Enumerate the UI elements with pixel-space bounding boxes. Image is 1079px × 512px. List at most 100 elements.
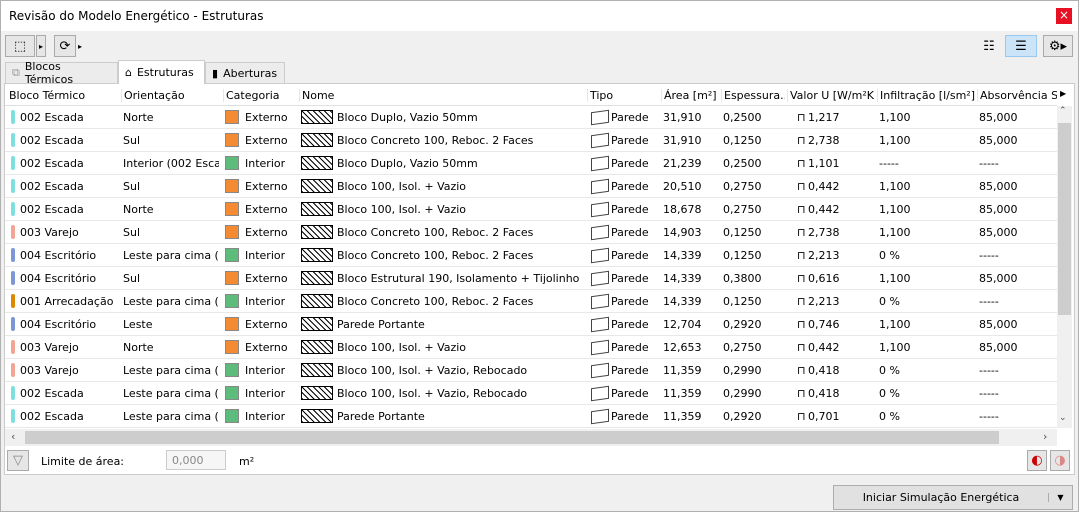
structure-name: Parede Portante [337,318,425,331]
column-header[interactable]: Orientação [121,89,221,102]
house-icon: ⌂ [125,66,132,79]
orientation: Norte [123,203,154,216]
filter-button[interactable]: ▽ [7,450,29,471]
category: Externo [245,180,288,193]
tab-aberturas[interactable]: ▮ Aberturas [205,62,285,83]
structure-name: Bloco Estrutural 190, Isolamento + Tijol… [337,272,580,285]
area-limit-input[interactable]: 0,000 [166,450,226,470]
infiltration: 1,100 [879,203,911,216]
absorptance: 85,000 [979,272,1018,285]
refresh-icon: ⟳ [59,38,71,54]
absorptance: 85,000 [979,341,1018,354]
structure-pattern-icon [301,386,333,400]
chevron-down-icon[interactable]: ▼ [1048,493,1072,502]
table-row[interactable]: 002 Escada Norte Externo Bloco Duplo, Vazio… [5,106,1057,129]
refresh-button[interactable]: ⟳ [54,35,76,57]
structure-pattern-icon [301,225,333,239]
scroll-down-button[interactable]: ⌄ [1059,413,1067,423]
category-color-swatch [225,340,239,354]
block-name: 004 Escritório [20,318,97,331]
orientation: Leste para cima (... [123,364,219,377]
more-columns-icon[interactable]: ▶ [1060,89,1067,98]
u-value: 0,442 [808,180,840,193]
thickness: 0,2920 [723,410,762,423]
block-color-marker [11,340,15,354]
table-row[interactable]: 003 Varejo Norte Externo Bloco 100, Isol. +… [5,336,1057,359]
column-header[interactable]: Categoria [223,89,297,102]
remove-from-simulation-button[interactable]: ◑ [1050,450,1070,471]
refresh-dropdown[interactable]: ▸ [77,41,82,51]
table-row[interactable]: 001 Arrecadação Leste para cima (... Inter… [5,290,1057,313]
table-row[interactable]: 002 Escada Sul Externo Bloco Concreto 100, … [5,129,1057,152]
lock-icon: ⊓ [797,203,806,216]
category: Interior [245,157,286,170]
scroll-right-button[interactable]: › [1043,430,1048,443]
funnel-icon: ▽ [13,453,23,468]
lock-icon: ⊓ [797,249,806,262]
category-color-swatch [225,363,239,377]
category: Interior [245,387,286,400]
structure-pattern-icon [301,156,333,170]
orientation: Leste para cima (... [123,295,219,308]
table-row[interactable]: 004 Escritório Leste para cima (... Interi… [5,244,1057,267]
area: 31,910 [663,111,702,124]
door-window-icon: ▮ [212,66,219,80]
column-header[interactable]: Área [m²] [661,89,719,102]
type: Parede [611,226,649,239]
column-header[interactable]: Valor U [W/m²K] [787,89,875,102]
table-row[interactable]: 002 Escada Interior (002 Esca... Interior B… [5,152,1057,175]
column-header[interactable]: Infiltração [l/sm²] [877,89,975,102]
column-header[interactable]: Absorvência Sc [977,89,1057,102]
lock-icon: ⊓ [797,364,806,377]
category: Externo [245,341,288,354]
category: Externo [245,111,288,124]
view-3d-dropdown[interactable]: ▸ [36,35,46,57]
lock-icon: ⊓ [797,295,806,308]
view-3d-button[interactable]: ⬚ [5,35,35,57]
category-color-swatch [225,409,239,423]
scroll-up-button[interactable]: ⌃ [1059,106,1067,116]
add-to-simulation-button[interactable]: ◐ [1027,450,1047,471]
u-value: 2,213 [808,295,840,308]
orientation: Interior (002 Esca... [123,157,219,170]
column-header[interactable]: Bloco Térmico [9,89,86,102]
column-header[interactable]: Nome [299,89,587,102]
column-header[interactable]: Tipo [587,89,657,102]
block-name: 001 Arrecadação [20,295,114,308]
absorptance: ----- [979,364,999,377]
table-row[interactable]: 002 Escada Sul Externo Bloco 100, Isol. + V… [5,175,1057,198]
vertical-scroll-thumb[interactable] [1058,123,1071,315]
table-row[interactable]: 004 Escritório Sul Externo Bloco Estrutural… [5,267,1057,290]
table-row[interactable]: 002 Escada Leste para cima (... Interior Pa… [5,405,1057,428]
thickness: 0,2920 [723,318,762,331]
structure-name: Bloco 100, Isol. + Vazio [337,180,467,193]
structure-pattern-icon [301,133,333,147]
tab-blocos-termicos[interactable]: ⧉ Blocos Térmicos [5,60,118,86]
tab-estruturas[interactable]: ⌂ Estruturas [118,60,205,84]
structure-pattern-icon [301,248,333,262]
list-view-button[interactable]: ☰ [1005,35,1037,57]
table-row[interactable]: 004 Escritório Leste Externo Parede Portant… [5,313,1057,336]
table-row[interactable]: 003 Varejo Sul Externo Bloco Concreto 100, … [5,221,1057,244]
tree-view-button[interactable]: ☷ [977,35,1001,57]
area: 11,359 [663,364,702,377]
orientation: Leste para cima (... [123,387,219,400]
table-row[interactable]: 002 Escada Leste para cima (... Interior Bl… [5,382,1057,405]
wall-type-icon [591,201,609,218]
thickness: 0,2750 [723,341,762,354]
table-row[interactable]: 003 Varejo Leste para cima (... Interior Bl… [5,359,1057,382]
horizontal-scroll-thumb[interactable] [25,431,999,444]
start-simulation-button[interactable]: Iniciar Simulação Energética ▼ [833,485,1073,510]
close-button[interactable]: × [1056,8,1072,24]
category-color-swatch [225,133,239,147]
scroll-left-button[interactable]: ‹ [11,430,16,443]
orientation: Sul [123,180,141,193]
block-color-marker [11,294,15,308]
type: Parede [611,318,649,331]
settings-button[interactable]: ⚙▸ [1043,35,1073,57]
category-color-swatch [225,317,239,331]
table-row[interactable]: 002 Escada Norte Externo Bloco 100, Isol. +… [5,198,1057,221]
orientation: Sul [123,134,141,147]
column-header[interactable]: Espessura... [721,89,785,102]
structure-name: Bloco Duplo, Vazio 50mm [337,157,478,170]
